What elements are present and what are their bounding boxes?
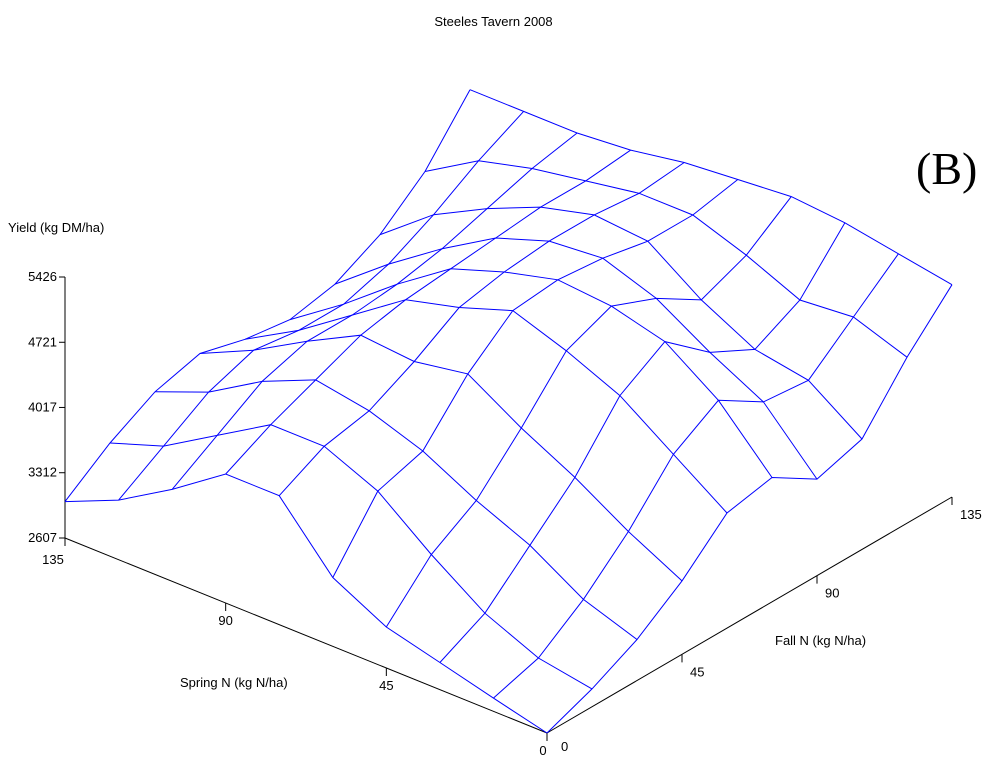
panel-label: (B) [916, 143, 978, 194]
z-axis-title: Yield (kg DM/ha) [8, 220, 104, 235]
mesh-line-fall-60 [244, 299, 728, 514]
mesh-line-spring-45 [385, 196, 792, 628]
mesh-line-spring-90 [225, 149, 631, 475]
chart-title: Steeles Tavern 2008 [434, 14, 553, 29]
spring-axis-line [64, 537, 548, 734]
mesh-line-fall-0 [64, 473, 548, 734]
mesh-line-spring-75 [278, 162, 685, 497]
mesh-line-fall-45 [199, 334, 683, 582]
mesh-line-fall-90 [334, 237, 818, 480]
spring-tick-label: 45 [379, 678, 393, 693]
fall-tick-label: 45 [690, 664, 704, 679]
z-tick-label: 2607 [28, 530, 57, 545]
axis-labels: 5426 4721 4017 3312 2607 135 90 45 0 0 45 90 135 Yiel… [8, 220, 982, 758]
mesh-line-fall-15 [109, 424, 593, 690]
z-tick-label: 4721 [28, 334, 57, 349]
fall-tick-label: 90 [825, 586, 839, 601]
spring-tick-label: 90 [218, 613, 232, 628]
surface-mesh [64, 89, 953, 734]
fall-axis-line [546, 496, 953, 734]
axes [59, 276, 953, 741]
mesh-line-fall-135 [469, 89, 953, 286]
mesh-line-spring-135 [64, 89, 471, 502]
fall-axis-title: Fall N (kg N/ha) [775, 633, 866, 648]
mesh-line-fall-30 [154, 379, 638, 640]
mesh-line-spring-60 [332, 179, 739, 578]
mesh-line-spring-105 [171, 132, 578, 490]
mesh-line-fall-105 [379, 206, 863, 440]
z-tick-label: 3312 [28, 465, 57, 480]
z-tick-label: 5426 [28, 269, 57, 284]
mesh-line-fall-75 [289, 268, 773, 478]
fall-tick-label: 135 [960, 507, 982, 522]
mesh-line-fall-120 [424, 160, 908, 358]
spring-tick-label: 0 [539, 743, 546, 758]
spring-tick-label: 135 [42, 552, 64, 567]
z-tick-label: 4017 [28, 399, 57, 414]
mesh-line-spring-30 [439, 222, 846, 663]
mesh-line-spring-15 [493, 253, 899, 699]
spring-axis-title: Spring N (kg N/ha) [180, 675, 288, 690]
mesh-line-spring-0 [546, 284, 953, 734]
fall-tick-label: 0 [561, 739, 568, 754]
mesh-line-spring-120 [118, 111, 524, 501]
